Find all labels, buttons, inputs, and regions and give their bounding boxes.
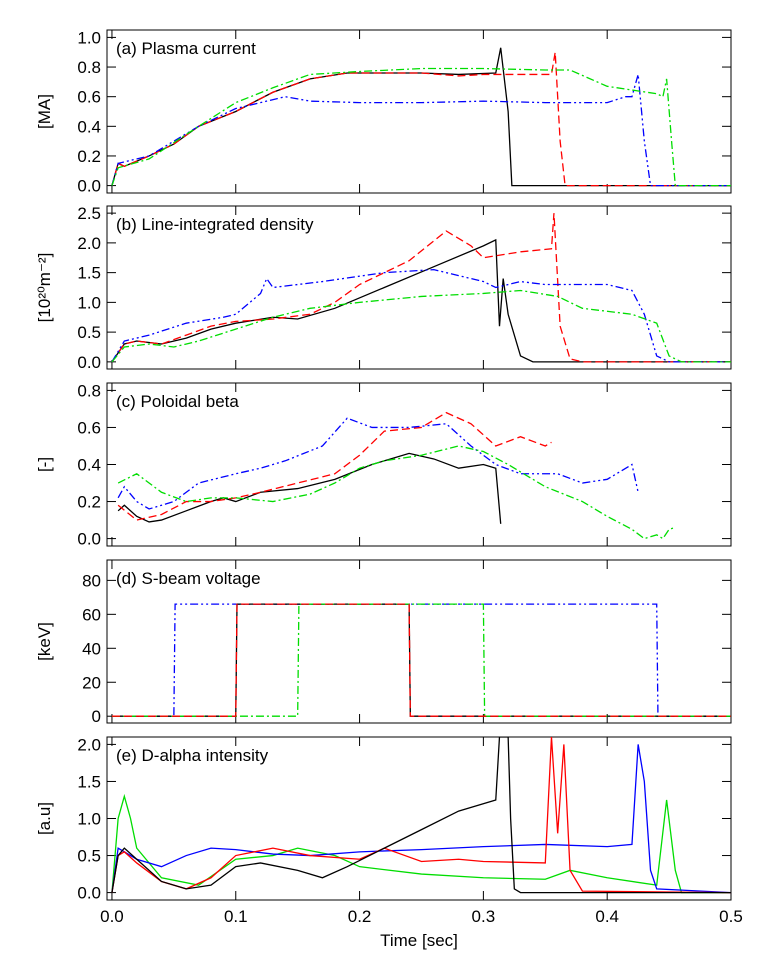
- series-line: [111, 793, 731, 894]
- y-axis-label: [a.u]: [35, 802, 54, 835]
- y-tick-label: 80: [82, 571, 101, 590]
- y-axis-label: [keV]: [35, 622, 54, 661]
- series-line: [111, 603, 731, 717]
- y-tick-label: 1.0: [77, 810, 101, 829]
- plot-frame: [106, 29, 732, 194]
- y-tick-label: 0.2: [77, 147, 101, 166]
- y-tick-label: 0.0: [77, 530, 101, 549]
- panel-title: (c) Poloidal beta: [116, 392, 239, 411]
- series-line: [111, 603, 731, 717]
- series-line: [117, 417, 639, 510]
- y-axis-label: [-]: [35, 457, 54, 472]
- x-tick-label: 0.0: [100, 907, 124, 926]
- y-axis-label: [MA]: [35, 94, 54, 129]
- y-axis-label: [10²⁰m⁻²]: [35, 253, 54, 323]
- y-tick-label: 60: [82, 605, 101, 624]
- series-line: [117, 411, 552, 521]
- y-tick-label: 0.6: [77, 88, 101, 107]
- series-line: [111, 603, 731, 717]
- y-tick-label: 0.5: [77, 847, 101, 866]
- x-tick-label: 0.1: [224, 907, 248, 926]
- series-line: [111, 67, 731, 187]
- x-axis-label: Time [sec]: [380, 931, 458, 950]
- y-tick-label: 20: [82, 673, 101, 692]
- series-line: [117, 452, 502, 524]
- x-tick-label: 0.5: [719, 907, 743, 926]
- series-line: [111, 238, 731, 363]
- y-tick-label: 2.0: [77, 735, 101, 754]
- series-line: [111, 268, 731, 363]
- panel-title: (b) Line-integrated density: [116, 215, 314, 234]
- y-tick-label: 0.0: [77, 353, 101, 372]
- y-tick-label: 0: [92, 707, 101, 726]
- series-line: [111, 744, 731, 894]
- panel-title: (d) S-beam voltage: [116, 569, 261, 588]
- y-tick-label: 0.4: [77, 117, 101, 136]
- y-tick-label: 0.8: [77, 381, 101, 400]
- panel-title: (e) D-alpha intensity: [116, 746, 269, 765]
- series-line: [111, 289, 731, 363]
- y-tick-label: 2.0: [77, 234, 101, 253]
- y-tick-label: 1.5: [77, 264, 101, 283]
- x-tick-label: 0.2: [348, 907, 372, 926]
- y-tick-label: 2.5: [77, 204, 101, 223]
- y-tick-label: 0.4: [77, 456, 101, 475]
- x-tick-label: 0.3: [472, 907, 496, 926]
- y-tick-label: 0.6: [77, 418, 101, 437]
- plot-frame: [106, 205, 732, 370]
- x-tick-label: 0.4: [595, 907, 619, 926]
- series-line: [111, 603, 731, 717]
- series-line: [111, 47, 731, 187]
- plot-frame: [106, 559, 732, 724]
- y-tick-label: 1.0: [77, 293, 101, 312]
- series-line: [111, 52, 731, 187]
- y-tick-label: 0.8: [77, 58, 101, 77]
- panel-title: (a) Plasma current: [116, 39, 256, 58]
- y-tick-label: 0.0: [77, 177, 101, 196]
- y-tick-label: 0.2: [77, 493, 101, 512]
- series-line: [117, 445, 676, 540]
- y-tick-label: 1.0: [77, 28, 101, 47]
- series-line: [111, 737, 731, 894]
- y-tick-label: 0.5: [77, 323, 101, 342]
- y-tick-label: 1.5: [77, 772, 101, 791]
- y-tick-label: 0.0: [77, 884, 101, 903]
- y-tick-label: 40: [82, 639, 101, 658]
- series-line: [111, 213, 731, 363]
